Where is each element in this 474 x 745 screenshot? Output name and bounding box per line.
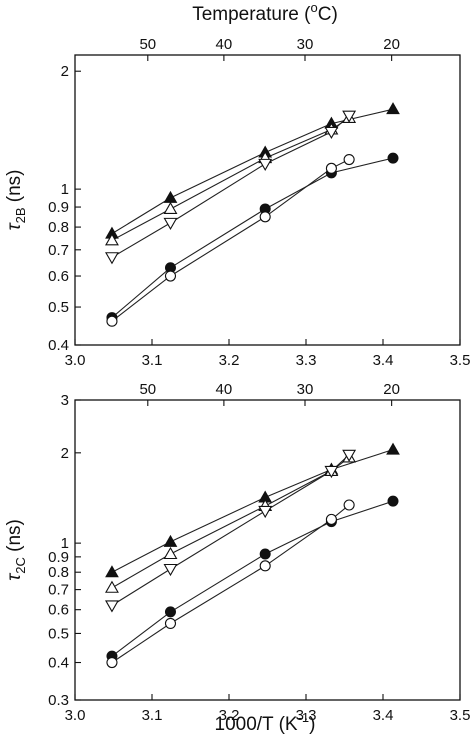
x-tick-label: 3.3 <box>296 352 317 369</box>
y-tick-label: 2 <box>61 63 69 80</box>
data-point-triangle-up-filled <box>163 190 178 203</box>
data-point-circle-open <box>164 617 177 629</box>
x-tick-label: 3.4 <box>373 352 394 369</box>
x-axis-title: 1000/T (K-1) <box>215 710 316 735</box>
top-tick-label: 30 <box>297 36 314 53</box>
x-tick-label: 3.1 <box>142 707 163 724</box>
data-point-triangle-up-filled <box>163 534 178 547</box>
data-point-triangle-down-open <box>163 217 178 230</box>
series-line-triangle-up-filled <box>111 449 394 573</box>
data-point-triangle-up-filled <box>386 102 400 115</box>
plot-frame <box>74 399 461 701</box>
data-point-triangle-down-open <box>105 600 119 613</box>
data-point-circle-filled <box>259 548 271 560</box>
y-axis-title: τ2B (ns) <box>4 169 28 230</box>
data-point-triangle-down-open <box>105 252 119 265</box>
panel-bottom: 3.0 3.1 3.2 3.3 3.4 3.5 50 40 30 20 0.3 0.4 0.5 0.6 0.… <box>4 381 470 724</box>
y-tick-label: 0.6 <box>48 602 69 619</box>
y-tick-label: 3 <box>61 392 69 409</box>
data-point-circle-filled <box>164 606 176 618</box>
data-point-circle-open <box>343 499 355 511</box>
top-tick-label: 40 <box>216 381 233 398</box>
top-tick-label: 50 <box>139 381 156 398</box>
series-line-circle-open <box>111 159 350 322</box>
x-tick-label: 3.0 <box>65 707 86 724</box>
y-tick-label: 2 <box>61 445 69 462</box>
data-point-triangle-down-open <box>258 505 273 519</box>
top-tick-label: 20 <box>383 36 400 53</box>
x-tick-label: 3.5 <box>450 352 471 369</box>
y-tick-label: 0.8 <box>48 219 69 236</box>
y-tick-label: 0.4 <box>48 655 69 672</box>
x-tick-label: 3.1 <box>142 352 163 369</box>
series-line-triangle-up-open <box>111 117 350 241</box>
data-point-triangle-down-open <box>324 126 339 139</box>
data-point-triangle-down-open <box>163 563 178 577</box>
top-tick-label: 30 <box>297 381 314 398</box>
data-point-triangle-up-filled <box>105 565 119 578</box>
y-tick-label: 0.4 <box>48 337 69 354</box>
y-tick-label: 1 <box>61 181 69 198</box>
y-axis-title: τ2C (ns) <box>4 519 28 581</box>
data-point-circle-open <box>106 315 118 327</box>
data-point-circle-open <box>325 162 337 174</box>
y-tick-label: 0.7 <box>48 242 69 259</box>
y-tick-label: 0.6 <box>48 268 69 285</box>
data-point-triangle-up-open <box>163 201 178 215</box>
data-point-circle-open <box>343 153 355 166</box>
data-point-circle-filled <box>387 495 399 507</box>
data-point-circle-filled <box>387 152 399 164</box>
x-tick-label: 3.0 <box>65 352 86 369</box>
y-tick-label: 0.8 <box>48 564 69 581</box>
y-tick-label: 0.5 <box>48 625 69 642</box>
x-tick-label: 3.2 <box>219 707 240 724</box>
y-tick-label: 0.9 <box>48 199 69 216</box>
top-tick-label: 40 <box>216 36 233 53</box>
y-tick-label: 0.5 <box>48 299 69 316</box>
series-line-circle-filled <box>111 157 394 319</box>
x-tick-label: 3.3 <box>296 707 317 724</box>
data-point-triangle-up-open <box>105 233 119 246</box>
data-point-triangle-up-open <box>163 546 178 560</box>
data-point-triangle-down-open <box>342 110 357 123</box>
data-point-circle-open <box>259 211 271 223</box>
data-point-circle-open <box>325 513 337 525</box>
data-point-triangle-down-open <box>342 449 357 462</box>
top-tick-label: 20 <box>383 381 400 398</box>
top-tick-label: 50 <box>139 36 156 53</box>
plot-frame <box>74 54 461 346</box>
x-tick-label: 3.2 <box>219 352 240 369</box>
top-axis-title: Temperature (oC) <box>192 0 338 25</box>
y-tick-label: 0.7 <box>48 582 69 599</box>
data-point-triangle-up-open <box>105 580 119 593</box>
data-point-triangle-down-open <box>258 158 273 171</box>
data-point-triangle-up-filled <box>386 442 400 455</box>
data-point-triangle-down-open <box>324 465 339 479</box>
y-tick-label: 1 <box>61 535 69 552</box>
data-point-circle-open <box>106 656 118 669</box>
y-tick-label: 0.9 <box>48 549 69 566</box>
data-point-circle-open <box>164 270 177 282</box>
y-tick-label: 0.3 <box>48 692 69 709</box>
x-tick-label: 3.5 <box>450 707 471 724</box>
data-point-circle-open <box>259 560 271 572</box>
x-tick-label: 3.4 <box>373 707 394 724</box>
panel-top: 3.0 3.1 3.2 3.3 3.4 3.5 50 40 30 20 0.4 0.5 0.6 0.7 0.… <box>4 36 470 369</box>
